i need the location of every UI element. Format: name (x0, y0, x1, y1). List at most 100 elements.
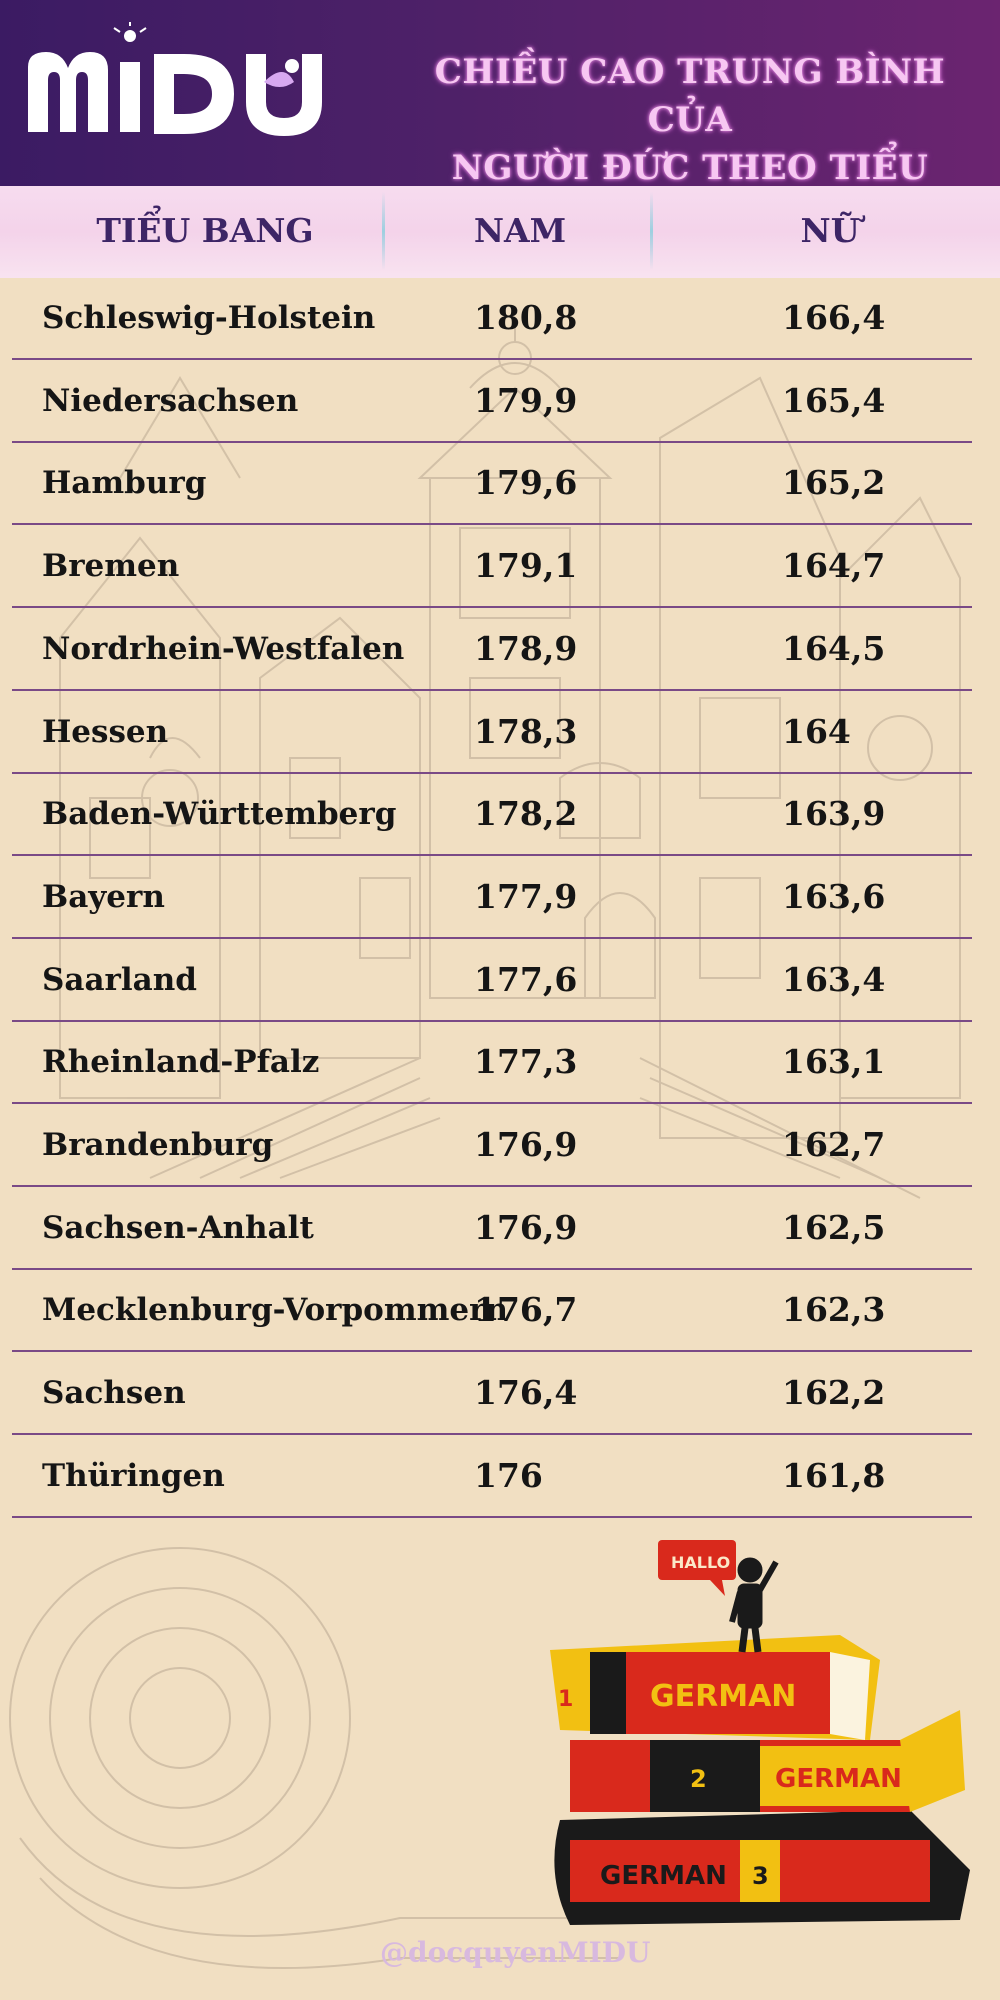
male-height: 179,6 (474, 463, 578, 503)
footer-handle: @docquyenMIDU (380, 1936, 651, 1969)
male-height: 176 (474, 1455, 543, 1495)
row-divider (12, 1185, 972, 1187)
state-name: Thüringen (42, 1457, 225, 1494)
speech-bubble-text: HALLO (671, 1553, 730, 1572)
male-height: 179,1 (474, 546, 578, 586)
table-row: Saarland 177,6 163,4 (0, 940, 1000, 1022)
female-height: 164,5 (782, 628, 886, 668)
row-divider (12, 1433, 972, 1436)
header-banner: CHIỀU CAO TRUNG BÌNH CỦA NGƯỜI ĐỨC THEO … (0, 0, 1000, 236)
row-divider (12, 1019, 972, 1022)
height-table: Schleswig-Holstein 180,8 166,4 Niedersachse… (0, 278, 1000, 1518)
book-1-label: GERMAN (650, 1679, 796, 1714)
row-divider (12, 771, 972, 774)
table-row: Sachsen-Anhalt 176,9 162,5 (0, 1188, 1000, 1270)
column-divider (650, 192, 653, 270)
table-row: Schleswig-Holstein 180,8 166,4 (0, 278, 1000, 360)
midu-logo (28, 22, 322, 136)
table-row: Rheinland-Pfalz 177,3 163,1 (0, 1022, 1000, 1105)
female-height: 162,2 (782, 1373, 886, 1413)
german-books-illustration: GERMAN 3 GERMAN 2 GERMAN 1 (550, 1540, 970, 1925)
state-name: Sachsen-Anhalt (42, 1209, 314, 1246)
row-divider (12, 606, 972, 609)
row-divider (12, 936, 972, 939)
book-1-number: 1 (558, 1687, 573, 1712)
male-height: 177,3 (474, 1042, 578, 1082)
male-height: 176,9 (474, 1125, 578, 1164)
male-height: 177,9 (474, 876, 578, 916)
state-name: Hessen (42, 713, 169, 750)
book-3: GERMAN 3 (554, 1810, 970, 1925)
book-3-label: GERMAN (600, 1861, 727, 1891)
row-divider (12, 854, 972, 857)
male-height: 176,4 (474, 1373, 578, 1413)
table-row: Hessen 178,3 164 (0, 692, 1000, 774)
state-name: Bayern (42, 878, 165, 915)
column-header-male: NAM (473, 211, 567, 250)
male-height: 176,7 (474, 1290, 578, 1330)
table-row: Sachsen 176,4 162,2 (0, 1353, 1000, 1436)
page-title: CHIỀU CAO TRUNG BÌNH CỦA NGƯỜI ĐỨC THEO … (400, 48, 980, 240)
table-row: Hamburg 179,6 165,2 (0, 443, 1000, 526)
female-height: 163,1 (782, 1042, 886, 1082)
male-height: 178,2 (474, 794, 578, 834)
male-height: 179,9 (474, 380, 578, 420)
book-1: GERMAN 1 (550, 1635, 880, 1740)
table-row: Mecklenburg-Vorpommern 176,7 162,3 (0, 1270, 1000, 1353)
table-row: Niedersachsen 179,9 165,4 (0, 361, 1000, 443)
person-figure (729, 1557, 779, 1653)
book-2-label: GERMAN (775, 1764, 902, 1794)
state-name: Hamburg (42, 465, 207, 502)
table-row: Bayern 177,9 163,6 (0, 857, 1000, 939)
male-height: 176,9 (474, 1207, 578, 1247)
row-divider (12, 358, 972, 360)
table-row: Baden-Württemberg 178,2 163,9 (0, 774, 1000, 857)
column-divider (382, 192, 385, 270)
row-divider (12, 1267, 972, 1270)
state-name: Mecklenburg-Vorpommern (42, 1292, 509, 1329)
title-line-1: CHIỀU CAO TRUNG BÌNH CỦA (434, 52, 946, 140)
state-name: Rheinland-Pfalz (42, 1044, 320, 1081)
table-row: Thüringen 176 161,8 (0, 1436, 1000, 1518)
book-2: GERMAN 2 (570, 1710, 965, 1812)
row-divider (12, 1350, 972, 1353)
table-row: Bremen 179,1 164,7 (0, 526, 1000, 609)
state-name: Sachsen (42, 1375, 186, 1412)
book-3-number: 3 (752, 1862, 769, 1890)
female-height: 163,9 (782, 794, 886, 834)
state-name: Schleswig-Holstein (42, 300, 376, 336)
table-header: TIỂU BANG NAM NỮ (0, 186, 1000, 278)
female-height: 161,8 (782, 1455, 886, 1495)
female-height: 163,6 (782, 876, 886, 916)
column-header-state: TIỂU BANG (96, 211, 314, 250)
state-name: Baden-Württemberg (42, 796, 397, 833)
male-height: 177,6 (474, 959, 578, 999)
male-height: 178,3 (474, 711, 578, 751)
speech-bubble: HALLO (658, 1540, 736, 1596)
female-height: 165,4 (782, 380, 886, 420)
female-height: 162,3 (782, 1290, 886, 1330)
table-row: Nordrhein-Westfalen 178,9 164,5 (0, 609, 1000, 691)
state-name: Niedersachsen (42, 382, 299, 419)
table-row: Brandenburg 176,9 162,7 (0, 1105, 1000, 1187)
female-height: 162,7 (782, 1125, 886, 1164)
book-2-number: 2 (690, 1765, 707, 1793)
row-divider (12, 688, 972, 691)
female-height: 165,2 (782, 463, 886, 503)
column-header-female: NỮ (800, 211, 860, 250)
row-divider (12, 1515, 972, 1518)
state-name: Nordrhein-Westfalen (42, 630, 405, 667)
state-name: Bremen (42, 548, 180, 585)
state-name: Saarland (42, 961, 197, 998)
row-divider (12, 523, 972, 526)
row-divider (12, 1102, 972, 1105)
male-height: 178,9 (474, 628, 578, 668)
state-name: Brandenburg (42, 1127, 274, 1163)
female-height: 164,7 (782, 546, 886, 586)
female-height: 163,4 (782, 959, 886, 999)
row-divider (12, 440, 972, 443)
female-height: 164 (782, 711, 851, 751)
female-height: 162,5 (782, 1207, 886, 1247)
female-height: 166,4 (782, 298, 886, 337)
